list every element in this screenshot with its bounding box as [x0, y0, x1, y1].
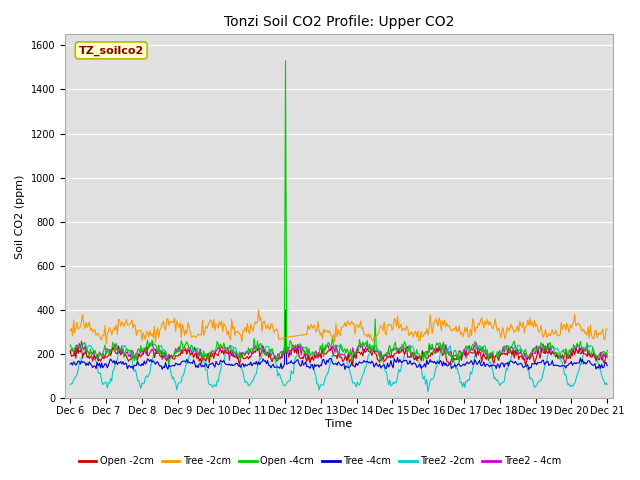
Text: TZ_soilco2: TZ_soilco2	[79, 45, 144, 56]
Y-axis label: Soil CO2 (ppm): Soil CO2 (ppm)	[15, 174, 25, 259]
Legend: Open -2cm, Tree -2cm, Open -4cm, Tree -4cm, Tree2 -2cm, Tree2 - 4cm: Open -2cm, Tree -2cm, Open -4cm, Tree -4…	[75, 453, 565, 470]
Title: Tonzi Soil CO2 Profile: Upper CO2: Tonzi Soil CO2 Profile: Upper CO2	[223, 15, 454, 29]
X-axis label: Time: Time	[325, 419, 353, 429]
